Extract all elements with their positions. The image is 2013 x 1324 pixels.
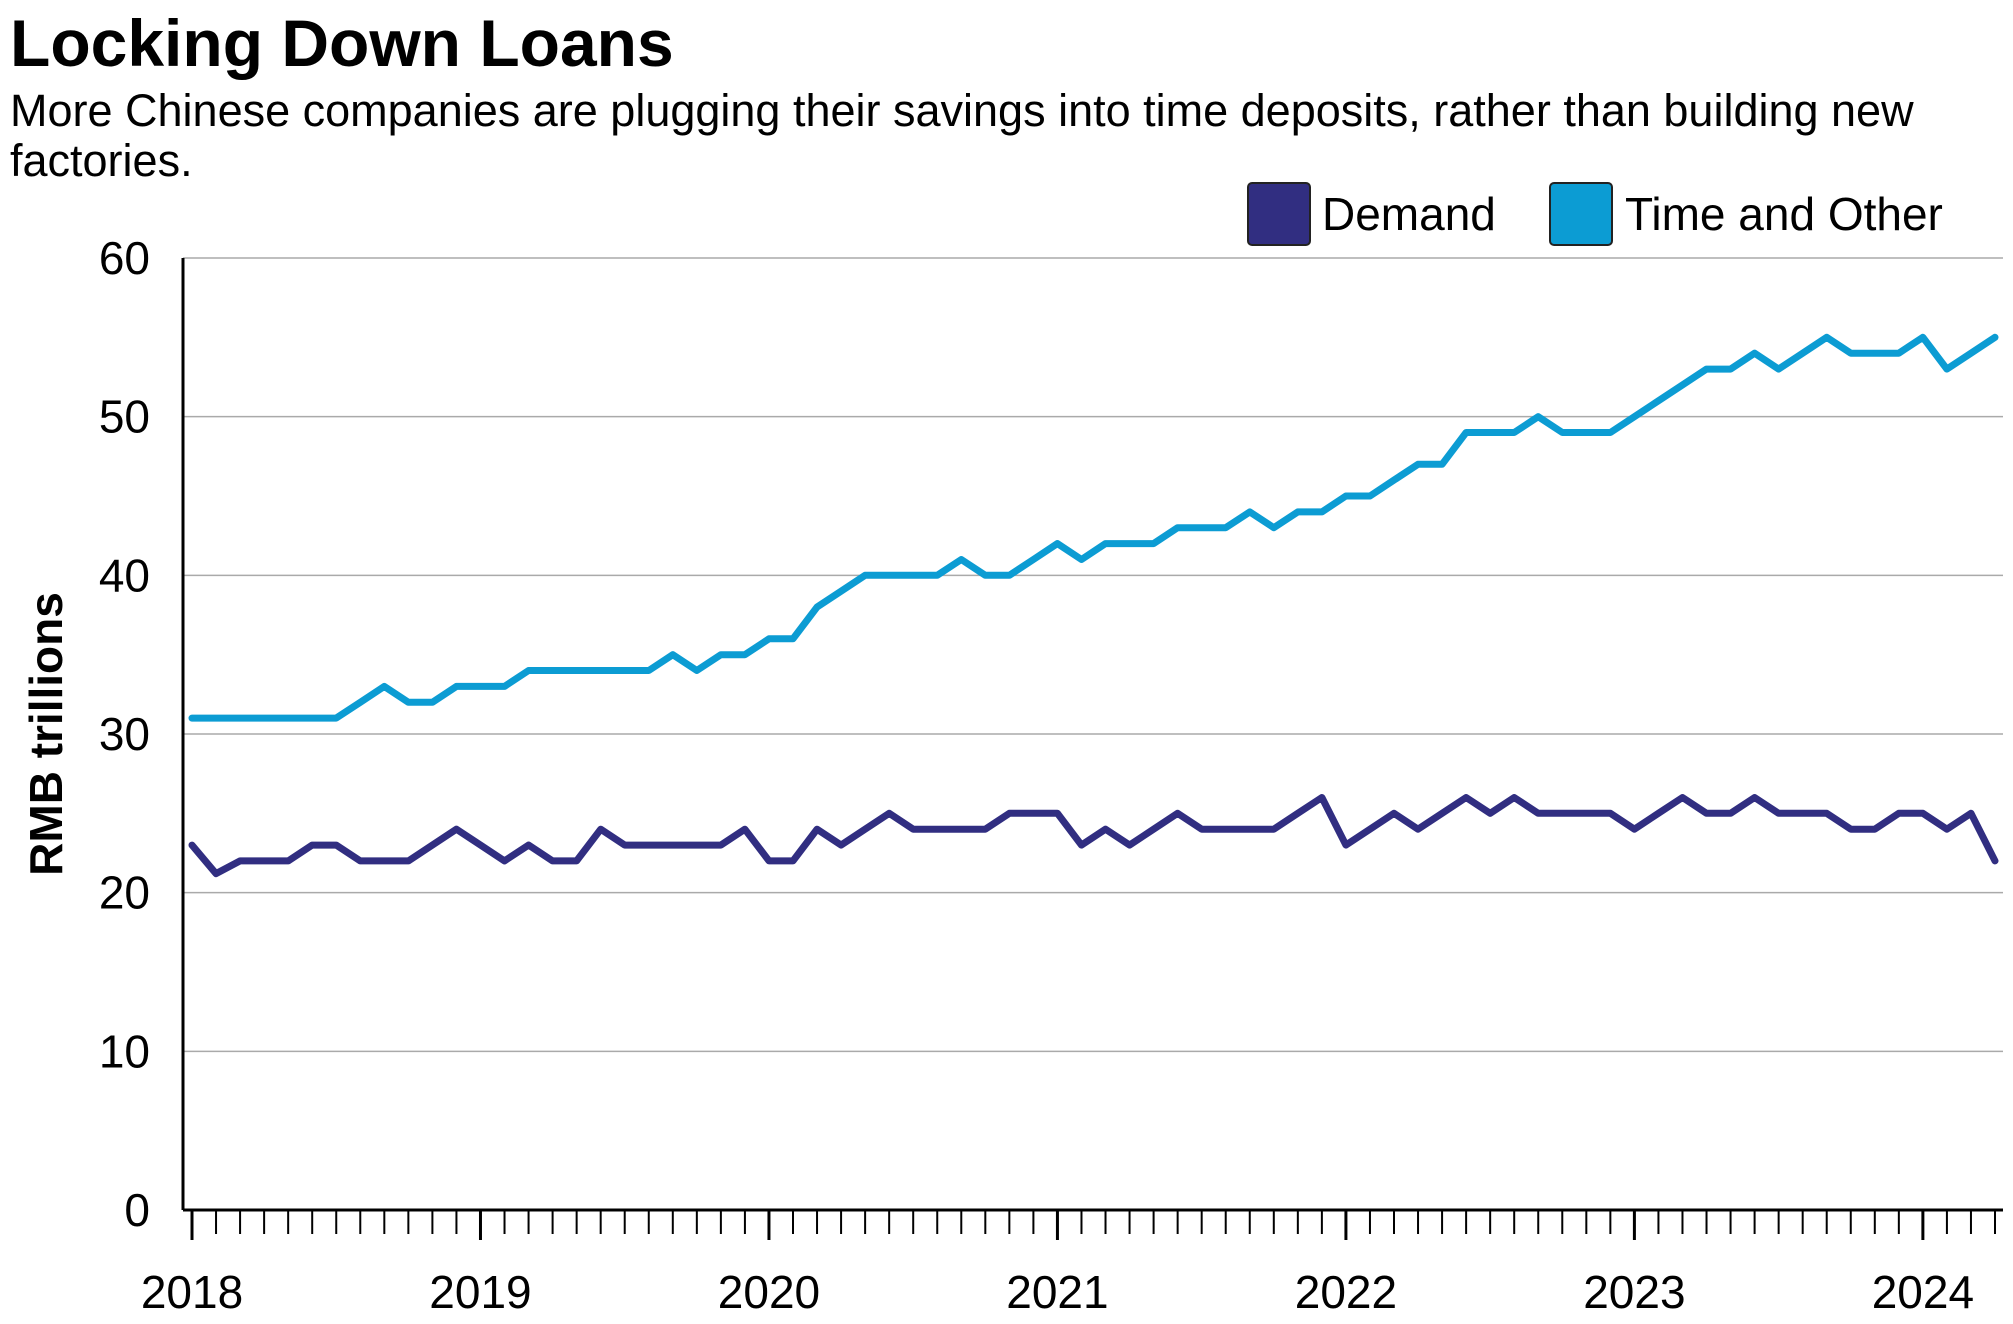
y-tick-label: 40 xyxy=(99,549,150,601)
series-lines xyxy=(188,333,1999,878)
x-tick-label: 2024 xyxy=(1872,1266,1974,1318)
y-tick-label: 50 xyxy=(99,391,150,443)
y-axis-ticks: 0 10 20 30 40 50 60 xyxy=(99,232,150,1236)
x-tick-label: 2018 xyxy=(141,1266,243,1318)
x-tick-label: 2022 xyxy=(1295,1266,1397,1318)
y-tick-label: 20 xyxy=(99,867,150,919)
x-tick-label: 2021 xyxy=(1006,1266,1108,1318)
series-line-demand xyxy=(188,794,1999,878)
y-tick-label: 30 xyxy=(99,708,150,760)
y-axis-label: RMB trillions xyxy=(20,592,72,876)
legend-label-demand: Demand xyxy=(1322,188,1496,240)
y-tick-label: 60 xyxy=(99,232,150,284)
x-tick-label: 2020 xyxy=(718,1266,820,1318)
x-tick-label: 2019 xyxy=(429,1266,531,1318)
legend-label-time-and-other: Time and Other xyxy=(1625,188,1943,240)
x-tick-label: 2023 xyxy=(1583,1266,1685,1318)
chart-subtitle: More Chinese companies are plugging thei… xyxy=(10,85,1914,186)
legend: Demand Time and Other xyxy=(1247,182,1943,246)
axes xyxy=(181,258,2003,1212)
chart-title: Locking Down Loans xyxy=(10,6,674,80)
x-axis-ticks: 2018 2019 2020 2021 2022 2023 2024 xyxy=(141,1210,1996,1318)
legend-swatch-demand xyxy=(1247,182,1311,246)
y-tick-label: 10 xyxy=(99,1025,150,1077)
series-line-time-and-other xyxy=(188,333,1999,722)
legend-swatch-time-and-other xyxy=(1549,182,1613,246)
gridlines xyxy=(183,257,2003,1053)
y-tick-label: 0 xyxy=(124,1184,150,1236)
